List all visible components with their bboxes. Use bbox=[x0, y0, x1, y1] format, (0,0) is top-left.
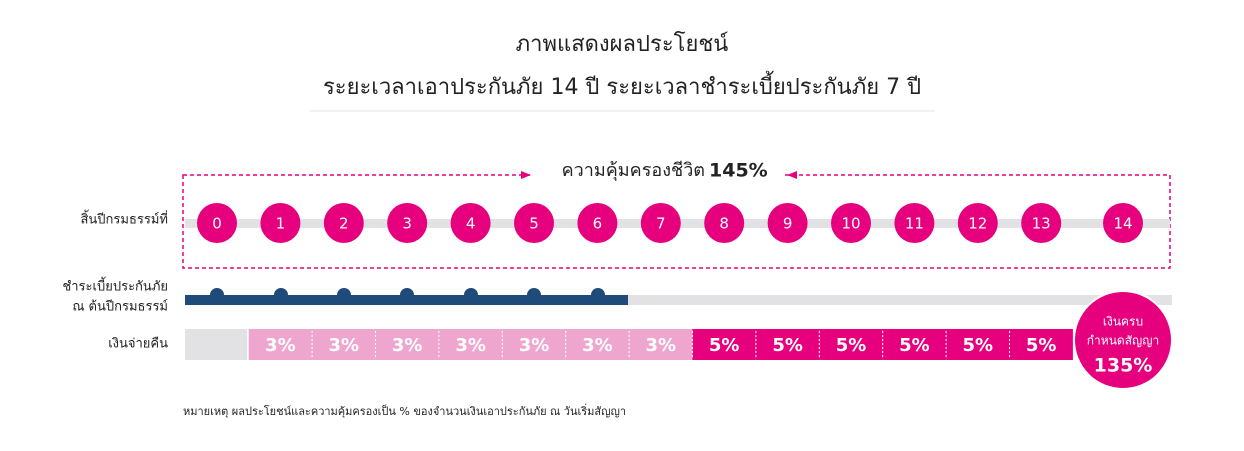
cashback-cell bbox=[1009, 329, 1073, 360]
year-circle bbox=[260, 203, 301, 243]
premium-track bbox=[628, 295, 1172, 305]
year-label: 1 bbox=[276, 215, 286, 233]
premium-dot bbox=[591, 288, 605, 302]
year-circle bbox=[767, 203, 808, 243]
cashback-value: 3% bbox=[329, 335, 360, 356]
coverage-label: ความคุ้มครองชีวิต bbox=[562, 160, 705, 181]
years-label: สิ้นปีกรมธรรม์ที่ bbox=[80, 210, 168, 228]
cashback-empty bbox=[185, 329, 247, 360]
year-label: 7 bbox=[656, 215, 666, 233]
cashback-cell bbox=[882, 329, 947, 360]
year-circle bbox=[1103, 203, 1143, 243]
cashback-value: 3% bbox=[582, 335, 613, 356]
cashback-cell bbox=[438, 329, 503, 360]
cashback-cell bbox=[629, 329, 693, 360]
maturity-line: กำหนดสัญญา bbox=[1087, 334, 1159, 348]
year-label: 12 bbox=[968, 215, 987, 233]
cashback-cell bbox=[375, 329, 439, 360]
cashback-cell bbox=[819, 329, 883, 360]
cashback-value: 5% bbox=[963, 335, 994, 356]
years: 0 1 2 3 4 5 6 7 8 9 10 11 12 13 14 bbox=[197, 203, 1143, 243]
coverage-value: 145% bbox=[709, 160, 768, 182]
premium-dot bbox=[527, 288, 541, 302]
cashback-cell bbox=[692, 329, 756, 360]
premium-dot bbox=[210, 288, 224, 302]
year-circle bbox=[197, 203, 237, 243]
year-label: 4 bbox=[466, 215, 476, 233]
cashback-cell bbox=[502, 329, 566, 360]
year-circle bbox=[514, 203, 554, 243]
cashback-value: 5% bbox=[709, 335, 740, 356]
year-label: 3 bbox=[402, 215, 412, 233]
year-label: 10 bbox=[841, 215, 860, 233]
year-label: 0 bbox=[212, 215, 222, 233]
arrow-right bbox=[521, 171, 531, 179]
maturity-line: เงินครบ bbox=[1103, 315, 1143, 329]
premium-dots bbox=[210, 288, 605, 302]
cashback-value: 5% bbox=[836, 335, 867, 356]
year-label: 14 bbox=[1113, 215, 1132, 233]
cashback: 3% 3% 3% 3% 3% 3% 3% 5% 5% 5% 5% 5% 5% bbox=[248, 329, 1073, 360]
year-circle bbox=[323, 203, 364, 243]
year-circle bbox=[1021, 203, 1062, 243]
cashback-label: เงินจ่ายคืน bbox=[108, 336, 168, 352]
title: ภาพแสดงผลประโยชน์ bbox=[516, 31, 729, 57]
cashback-value: 3% bbox=[519, 335, 550, 356]
year-label: 9 bbox=[783, 215, 793, 233]
premium-dot bbox=[274, 288, 288, 302]
year-circle bbox=[640, 203, 681, 243]
coverage-bg bbox=[533, 160, 785, 184]
cashback-cell bbox=[755, 329, 820, 360]
year-label: 11 bbox=[905, 215, 924, 233]
cashback-value: 5% bbox=[1026, 335, 1057, 356]
cashback-value: 3% bbox=[646, 335, 677, 356]
cashback-cell bbox=[248, 329, 313, 360]
cashback-value: 3% bbox=[455, 335, 486, 356]
premium-dot bbox=[337, 288, 351, 302]
premium-dot bbox=[464, 288, 478, 302]
premium-dot bbox=[400, 288, 414, 302]
year-circle bbox=[831, 203, 871, 243]
year-label: 2 bbox=[339, 215, 349, 233]
cashback-value: 3% bbox=[392, 335, 423, 356]
maturity-circle bbox=[1073, 290, 1173, 390]
year-label: 8 bbox=[719, 215, 729, 233]
arrow-left bbox=[787, 171, 797, 179]
year-label: 6 bbox=[593, 215, 603, 233]
year-label: 5 bbox=[529, 215, 539, 233]
year-circle bbox=[704, 203, 745, 243]
cashback-value: 3% bbox=[265, 335, 296, 356]
cashback-cell bbox=[565, 329, 630, 360]
note: หมายเหตุ ผลประโยชน์และความคุ้มครองเป็น %… bbox=[183, 403, 626, 418]
year-circle bbox=[387, 203, 428, 243]
cashback-cell bbox=[946, 329, 1010, 360]
premium-label: ณ ต้นปีกรมธรรม์ bbox=[72, 299, 168, 315]
cashback-cell bbox=[312, 329, 376, 360]
premium-label: ชำระเบี้ยประกันภัย bbox=[62, 277, 168, 295]
year-circle bbox=[894, 203, 935, 243]
year-circle bbox=[957, 203, 998, 243]
subtitle: ระยะเวลาเอาประกันภัย 14 ปี ระยะเวลาชำระเ… bbox=[323, 71, 921, 100]
year-circle bbox=[577, 203, 618, 243]
year-circle bbox=[450, 203, 491, 243]
cashback-value: 5% bbox=[899, 335, 930, 356]
cashback-value: 5% bbox=[772, 335, 803, 356]
year-label: 13 bbox=[1032, 215, 1051, 233]
maturity-value: 135% bbox=[1094, 355, 1153, 377]
